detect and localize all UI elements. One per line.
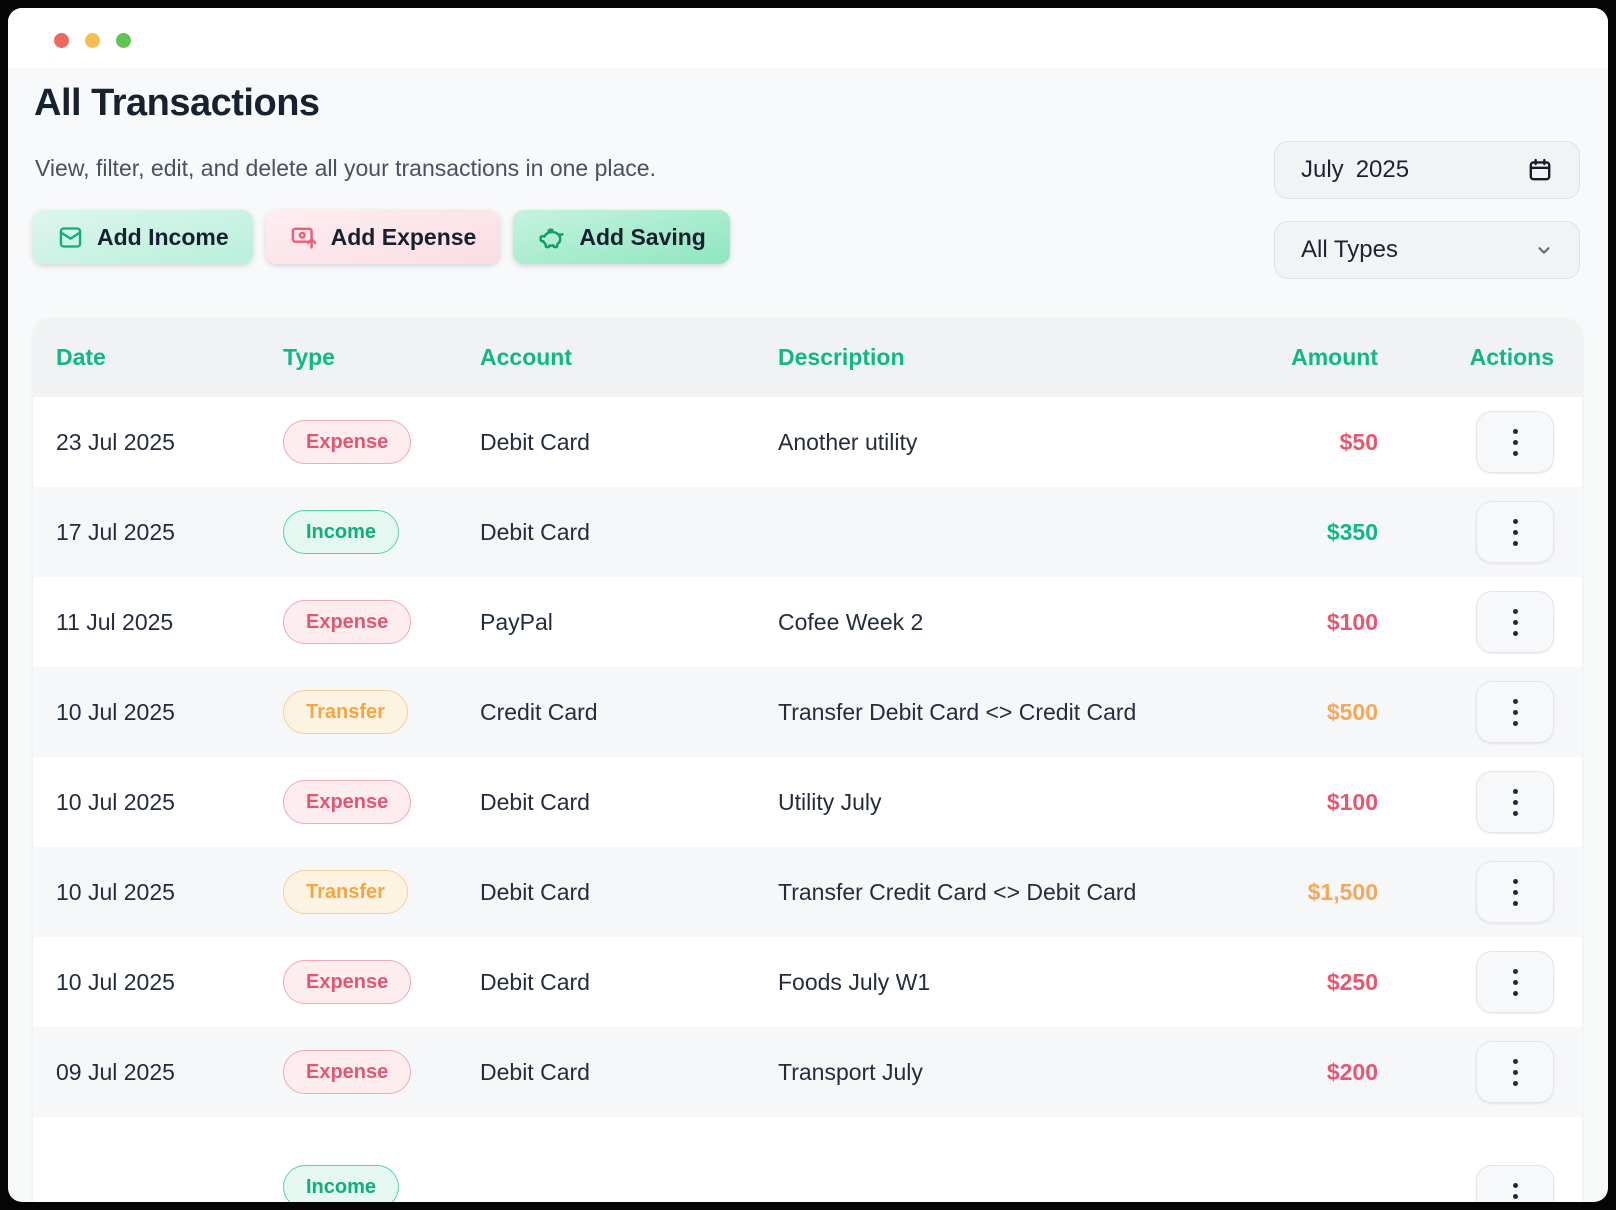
cell-account: [480, 1117, 778, 1165]
kebab-menu-icon[interactable]: [1476, 1165, 1554, 1202]
type-filter-value: All Types: [1301, 236, 1398, 263]
type-badge: Expense: [283, 960, 412, 1004]
cell-account: Debit Card: [480, 788, 590, 815]
cell-amount: $50: [1339, 428, 1378, 455]
page-subtitle: View, filter, edit, and delete all your …: [35, 155, 656, 181]
page-title: All Transactions: [34, 82, 320, 124]
calendar-icon[interactable]: [1527, 157, 1553, 183]
table-row: 10 Jul 2025 Expense Debit Card Foods Jul…: [33, 937, 1582, 1027]
cell-description: Transfer Credit Card <> Debit Card: [778, 878, 1137, 905]
cell-account: Credit Card: [480, 698, 598, 725]
add-income-label: Add Income: [97, 223, 229, 250]
zoom-button[interactable]: [116, 33, 131, 48]
cell-date: 10 Jul 2025: [56, 698, 175, 725]
cell-date: 09 Jul 2025: [56, 1058, 175, 1085]
cell-account: Debit Card: [480, 518, 590, 545]
table-row: 10 Jul 2025 Expense Debit Card Utility J…: [33, 757, 1582, 847]
cell-date: 10 Jul 2025: [56, 788, 175, 815]
kebab-menu-icon[interactable]: [1476, 1041, 1554, 1103]
cell-description: Transport July: [778, 1058, 923, 1085]
table-row: 09 Jul 2025 Expense Debit Card Transport…: [33, 1027, 1582, 1117]
table-row: 10 Jul 2025 Transfer Credit Card Transfe…: [33, 667, 1582, 757]
kebab-menu-icon[interactable]: [1476, 681, 1554, 743]
kebab-menu-icon[interactable]: [1476, 861, 1554, 923]
add-expense-label: Add Expense: [330, 223, 477, 250]
type-badge: Expense: [283, 420, 412, 464]
type-badge: Expense: [283, 1050, 412, 1094]
date-picker-year[interactable]: 2025: [1355, 156, 1410, 183]
kebab-menu-icon[interactable]: [1476, 951, 1554, 1013]
chevron-down-icon: [1535, 241, 1553, 259]
add-saving-label: Add Saving: [579, 223, 706, 250]
kebab-menu-icon[interactable]: [1476, 411, 1554, 473]
column-header-account: Account: [480, 344, 572, 370]
cell-description: Cofee Week 2: [778, 608, 924, 635]
cell-description: Transfer Debit Card <> Credit Card: [778, 698, 1137, 725]
minimize-button[interactable]: [85, 33, 100, 48]
table-header-row: Date Type Account Description Amount Act…: [33, 318, 1582, 397]
month-date-picker[interactable]: July 2025: [1274, 141, 1580, 199]
cell-amount: $200: [1326, 1058, 1378, 1085]
add-buttons-row: Add Income Add Expense: [33, 210, 730, 264]
table-row: Income: [33, 1117, 1582, 1202]
cell-date: 10 Jul 2025: [56, 878, 175, 905]
kebab-menu-icon[interactable]: [1476, 771, 1554, 833]
cell-amount: $350: [1326, 518, 1378, 545]
type-badge: Transfer: [283, 870, 408, 914]
cell-account: Debit Card: [480, 968, 590, 995]
table-row: 10 Jul 2025 Transfer Debit Card Transfer…: [33, 847, 1582, 937]
cell-account: PayPal: [480, 608, 553, 635]
cell-description: [778, 1117, 1144, 1173]
cell-date: 23 Jul 2025: [56, 428, 175, 455]
cell-account: Debit Card: [480, 878, 590, 905]
table-row: 11 Jul 2025 Expense PayPal Cofee Week 2 …: [33, 577, 1582, 667]
cell-amount: $500: [1326, 698, 1378, 725]
cell-date: [33, 1117, 283, 1165]
date-picker-value: July 2025: [1301, 156, 1527, 184]
cell-description: Utility July: [778, 788, 882, 815]
cell-account: Debit Card: [480, 428, 590, 455]
type-filter-select[interactable]: All Types: [1274, 221, 1580, 279]
type-badge: Income: [283, 510, 400, 554]
table-row: 23 Jul 2025 Expense Debit Card Another u…: [33, 397, 1582, 487]
cell-amount: $1,500: [1307, 878, 1378, 905]
kebab-menu-icon[interactable]: [1476, 501, 1554, 563]
type-badge: Expense: [283, 780, 412, 824]
close-button[interactable]: [54, 33, 69, 48]
date-picker-month[interactable]: July: [1301, 156, 1344, 183]
wallet-envelope-icon: [57, 224, 84, 251]
column-header-description: Description: [778, 344, 905, 370]
cell-description: [778, 524, 1144, 540]
kebab-menu-icon[interactable]: [1476, 591, 1554, 653]
column-header-date: Date: [56, 344, 106, 370]
add-saving-button[interactable]: Add Saving: [513, 210, 730, 264]
cell-description: Foods July W1: [778, 968, 931, 995]
table-row: 17 Jul 2025 Income Debit Card $350: [33, 487, 1582, 577]
type-badge: Transfer: [283, 690, 408, 734]
cell-amount: [1168, 1117, 1378, 1165]
type-badge: Expense: [283, 600, 412, 644]
transactions-table: Date Type Account Description Amount Act…: [33, 318, 1582, 1202]
card-up-arrow-icon: [290, 223, 318, 251]
piggy-bank-icon: [537, 223, 566, 252]
type-badge: Income: [283, 1165, 400, 1202]
cell-date: 11 Jul 2025: [56, 608, 174, 635]
cell-amount: $100: [1326, 608, 1378, 635]
cell-date: 17 Jul 2025: [56, 518, 175, 545]
add-expense-button[interactable]: Add Expense: [265, 210, 501, 264]
window-titlebar: [8, 8, 1608, 68]
app-window: All Transactions View, filter, edit, and…: [8, 8, 1608, 1202]
column-header-type: Type: [283, 344, 335, 370]
cell-description: Another utility: [778, 428, 918, 455]
add-income-button[interactable]: Add Income: [33, 210, 253, 264]
filters-panel: July 2025 All Types: [1274, 141, 1580, 279]
cell-date: 10 Jul 2025: [56, 968, 175, 995]
cell-amount: $250: [1326, 968, 1378, 995]
column-header-amount: Amount: [1291, 344, 1378, 370]
cell-account: Debit Card: [480, 1058, 590, 1085]
cell-amount: $100: [1326, 788, 1378, 815]
column-header-actions: Actions: [1469, 344, 1554, 370]
